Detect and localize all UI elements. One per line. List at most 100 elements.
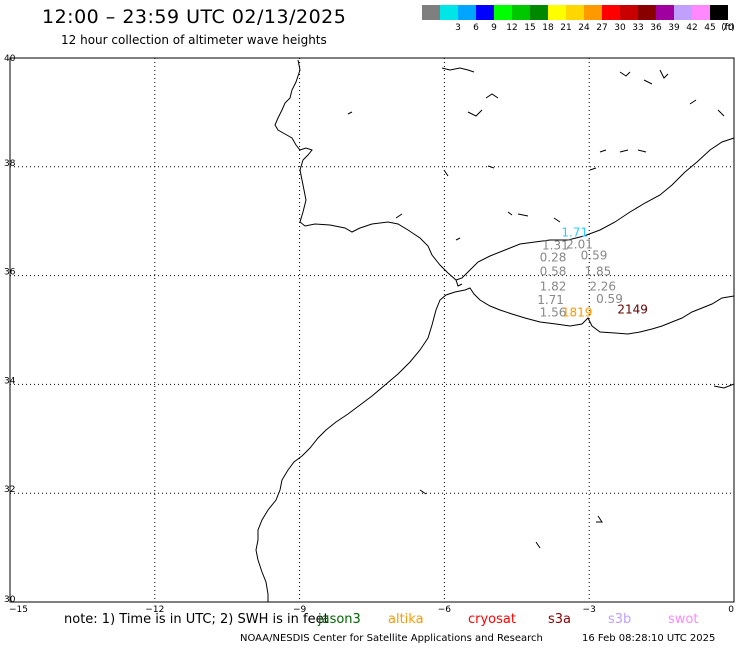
lon-tick-label: −9 (293, 605, 307, 612)
legend-swatch (512, 5, 530, 20)
lat-tick-label: 34 (4, 376, 16, 386)
mission-swot: swot (668, 612, 699, 627)
coast-feature (717, 109, 725, 117)
legend-swatch (476, 5, 494, 20)
coast-feature (689, 99, 697, 105)
legend-swatch (548, 5, 566, 20)
mission-cryosat: cryosat (468, 612, 516, 627)
wave-height-label: 2149 (617, 303, 648, 317)
coast-feature (535, 541, 541, 549)
wave-height-label: 2.01 (566, 237, 593, 251)
lon-tick-label: 0 (728, 605, 734, 612)
wave-height-label: 0.28 (540, 250, 567, 264)
mission-s3b: s3b (608, 612, 632, 627)
legend-label: 42 (686, 23, 698, 33)
coast-feature (619, 71, 631, 77)
lat-tick-label: 40 (4, 54, 16, 64)
footer: note: 1) Time is in UTC; 2) SWH is in fe… (0, 612, 740, 650)
wave-height-label: 0.58 (540, 265, 567, 279)
lat-tick-label: 30 (4, 595, 16, 605)
wave-height-label: 1.71 (537, 293, 564, 307)
legend-swatch (440, 5, 458, 20)
legend-swatch (656, 5, 674, 20)
coast-feature (659, 69, 669, 79)
coast-feature (589, 167, 597, 171)
legend-swatch (530, 5, 548, 20)
lat-tick-label: 32 (4, 485, 15, 495)
coast-feature (713, 383, 735, 389)
observation-labels: 1.711.312.010.28 0.590.58 1.851.82 2.261.71… (537, 225, 648, 319)
footer-credit: NOAA/NESDIS Center for Satellite Applica… (240, 633, 543, 644)
coast-feature (643, 79, 653, 85)
legend-label: 45 (704, 23, 716, 33)
mission-altika: altika (388, 612, 424, 627)
plot-frame (9, 57, 735, 603)
coast-feature (419, 489, 427, 495)
legend-label: 39 (668, 23, 680, 33)
axis-ticks: −15 −12 −9 −6 −3 0 40 38 36 34 32 30 (4, 54, 734, 612)
legend-label: 24 (578, 23, 590, 33)
legend-label: 36 (650, 23, 662, 33)
legend-label: 30 (614, 23, 626, 33)
coast-gibraltar (455, 279, 463, 287)
legend-swatch (638, 5, 656, 20)
mission-jason3: jason3 (318, 612, 361, 627)
legend-label: 12 (506, 23, 518, 33)
coast-feature (507, 211, 513, 216)
legend-swatch (422, 5, 440, 20)
wave-height-label: 1819 (562, 305, 593, 319)
legend-label: 3 (455, 23, 461, 33)
chart-subtitle: 12 hour collection of altimeter wave hei… (61, 33, 327, 47)
legend-label: 27 (596, 23, 608, 33)
legend-swatch (566, 5, 584, 20)
lon-tick-label: −12 (145, 605, 164, 612)
wave-height-label: 1.56 (540, 305, 567, 319)
coast-feature (619, 149, 629, 153)
legend-label: 70 (722, 23, 734, 33)
legend-label: 6 (473, 23, 479, 33)
legend-swatch (692, 5, 710, 20)
legend-swatch (602, 5, 620, 20)
lon-tick-label: −15 (9, 605, 28, 612)
lon-tick-label: −6 (438, 605, 452, 612)
wave-height-label: 2.26 (589, 279, 616, 293)
lat-tick-label: 38 (4, 159, 16, 169)
wave-height-label: 1.31 (542, 238, 569, 252)
legend-swatch (620, 5, 638, 20)
legend-swatch (710, 5, 728, 20)
coast-feature (395, 213, 403, 219)
coastline (255, 59, 735, 602)
chart-title: 12:00 – 23:59 UTC 02/13/2025 (42, 6, 347, 28)
gridlines (10, 58, 734, 602)
coast-feature (553, 217, 561, 223)
wave-height-label: 0.59 (596, 292, 623, 306)
footer-note: note: 1) Time is in UTC; 2) SWH is in fe… (64, 612, 329, 627)
coast-feature (441, 67, 475, 73)
legend-swatch (584, 5, 602, 20)
coast-feature (467, 109, 483, 117)
coast-feature (487, 165, 495, 169)
coast-portugal (274, 59, 735, 281)
legend-label: 21 (560, 23, 572, 33)
legend-label: 33 (632, 23, 644, 33)
legend-swatch (458, 5, 476, 20)
coast-feature (599, 149, 607, 153)
coast-feature (596, 515, 603, 523)
legend-swatch (494, 5, 512, 20)
legend-label: 15 (524, 23, 536, 33)
legend-label: 18 (542, 23, 554, 33)
lat-tick-label: 36 (4, 268, 16, 278)
legend-label: 9 (491, 23, 497, 33)
legend-swatch (674, 5, 692, 20)
coast-feature (517, 213, 529, 217)
wave-height-label: 1.82 (540, 279, 567, 293)
wave-height-label: 0.59 (581, 248, 608, 262)
footer-timestamp: 16 Feb 08:28:10 UTC 2025 (582, 633, 716, 644)
mission-s3a: s3a (548, 612, 572, 627)
wave-height-label: 1.71 (561, 225, 588, 239)
coast-feature (485, 93, 499, 99)
coast-feature (637, 149, 647, 153)
wave-height-label: 1.85 (585, 265, 612, 279)
coast-feature (443, 169, 449, 177)
